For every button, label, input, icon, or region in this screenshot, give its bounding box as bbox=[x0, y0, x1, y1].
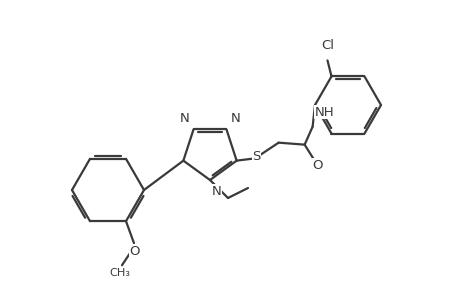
Text: NH: NH bbox=[314, 106, 334, 119]
Text: S: S bbox=[252, 150, 260, 163]
Text: O: O bbox=[312, 159, 322, 172]
Text: N: N bbox=[179, 112, 189, 125]
Text: CH₃: CH₃ bbox=[109, 268, 130, 278]
Text: N: N bbox=[230, 112, 240, 125]
Text: N: N bbox=[212, 185, 221, 198]
Text: Cl: Cl bbox=[320, 39, 333, 52]
Text: O: O bbox=[129, 245, 140, 258]
